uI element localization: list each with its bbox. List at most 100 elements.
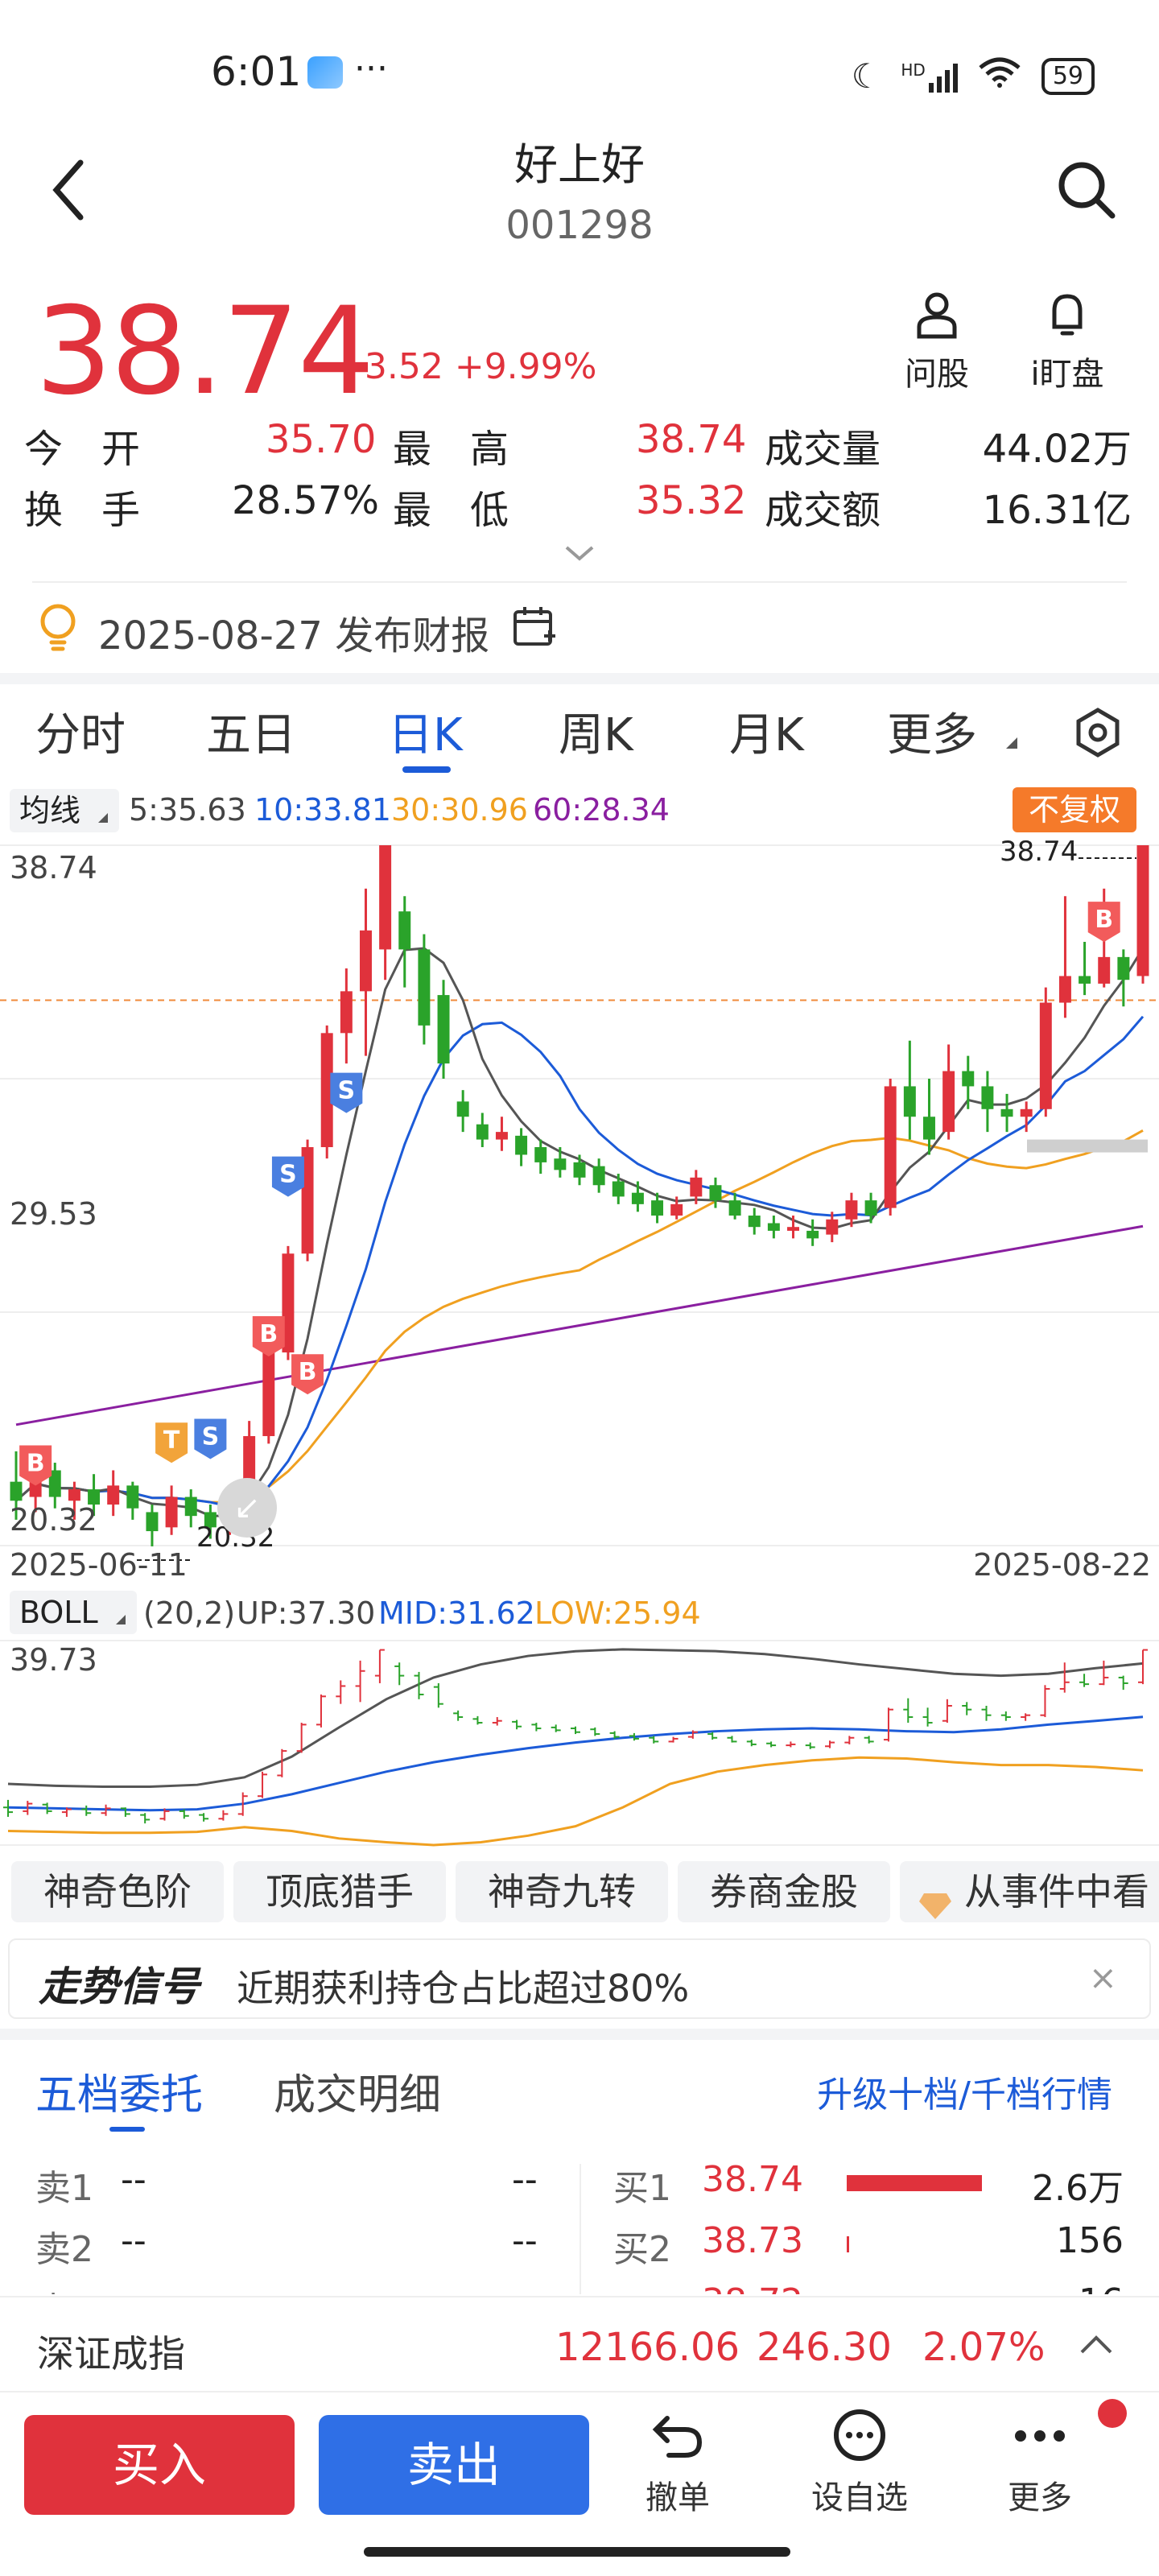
- adjust-toggle[interactable]: 不复权: [1013, 787, 1137, 832]
- signal-badge[interactable]: B: [1087, 902, 1120, 943]
- buy3-vol: 16: [1079, 2281, 1124, 2294]
- orderbook-divider: [580, 2164, 581, 2294]
- zoom-icon[interactable]: ↙: [217, 1478, 277, 1538]
- ma5-value: 5:35.63: [129, 792, 246, 828]
- candle: [923, 1117, 935, 1140]
- candle: [554, 1158, 567, 1170]
- chip-events[interactable]: 从事件中看: [900, 1861, 1159, 1922]
- signal-badge[interactable]: S: [0, 917, 9, 945]
- index-pct: 2.07%: [922, 2325, 1046, 2370]
- candle: [573, 1162, 586, 1178]
- chevron-up-icon[interactable]: [1079, 2333, 1114, 2359]
- indicator-triangle-icon: [115, 1615, 126, 1624]
- candle: [515, 1135, 528, 1155]
- candle: [592, 1166, 605, 1186]
- ask-stock-button[interactable]: 问股: [881, 290, 993, 394]
- more-button[interactable]: 更多: [984, 2407, 1096, 2518]
- signal-banner[interactable]: 走势信号 近期获利持仓占比超过80% ×: [8, 1938, 1151, 2019]
- tab-trade-details[interactable]: 成交明细: [274, 2071, 442, 2120]
- candlestick-chart[interactable]: BTSBBSSBS: [0, 837, 1159, 1594]
- candle: [962, 1071, 975, 1087]
- ma-selector[interactable]: 均线: [10, 789, 120, 832]
- candle: [126, 1485, 139, 1509]
- sell1-price: --: [121, 2159, 146, 2200]
- candle: [767, 1223, 780, 1231]
- back-icon[interactable]: [48, 158, 89, 225]
- add-watchlist-button[interactable]: 设自选: [803, 2407, 916, 2518]
- calendar-add-icon[interactable]: [512, 605, 557, 654]
- chip-color-scale[interactable]: 神奇色阶: [11, 1861, 224, 1922]
- candle: [787, 1227, 799, 1231]
- signal-badge[interactable]: S: [330, 1072, 363, 1113]
- expand-chevron-icon[interactable]: [563, 544, 596, 567]
- signal-badge[interactable]: B: [19, 1445, 52, 1486]
- tab-intraday[interactable]: 分时: [35, 709, 126, 762]
- candle: [476, 1124, 489, 1140]
- search-icon[interactable]: [1054, 158, 1119, 225]
- candle: [534, 1147, 547, 1162]
- candle: [690, 1177, 703, 1197]
- candle: [651, 1200, 664, 1216]
- candle: [10, 1481, 23, 1501]
- volume-value: 44.02万: [982, 427, 1132, 472]
- y-axis-label-bottom: 20.32: [10, 1502, 97, 1538]
- chip-top-bottom[interactable]: 顶底猎手: [233, 1861, 446, 1922]
- tab-five-level[interactable]: 五档委托: [35, 2071, 204, 2120]
- tab-more[interactable]: 更多: [887, 709, 977, 762]
- signal-badge[interactable]: B: [291, 1354, 324, 1395]
- index-bar[interactable]: 深证成指 12166.06 246.30 2.07%: [0, 2296, 1159, 2392]
- ma-selector-triangle-icon: [98, 813, 109, 823]
- boll-low-line: [7, 1756, 1144, 1847]
- candle: [748, 1216, 761, 1228]
- chip-broker-stocks[interactable]: 券商金股: [678, 1861, 890, 1922]
- tab-weekly-k[interactable]: 周K: [559, 709, 633, 762]
- buy-button[interactable]: 买入: [24, 2415, 295, 2515]
- candle: [456, 1101, 469, 1117]
- signal-badge[interactable]: S: [271, 1156, 304, 1197]
- candle: [709, 1185, 722, 1201]
- signal-badge[interactable]: B: [252, 1315, 285, 1356]
- tab-monthly-k[interactable]: 月K: [729, 709, 804, 762]
- candle: [826, 1219, 839, 1235]
- stock-code: 001298: [505, 203, 654, 248]
- signal-badge-text: T: [163, 1426, 180, 1455]
- sell3-label: 卖3: [35, 2281, 93, 2294]
- boll-chart[interactable]: [0, 1634, 1159, 1852]
- wifi-icon: [977, 56, 1022, 96]
- stock-name: 好上好: [514, 139, 645, 190]
- upgrade-link[interactable]: 升级十档/千档行情: [817, 2074, 1112, 2116]
- buy1-price: 38.74: [702, 2159, 803, 2200]
- sell-button[interactable]: 卖出: [319, 2415, 589, 2515]
- amount-value: 16.31亿: [982, 488, 1132, 533]
- settings-hexagon-icon[interactable]: [1072, 707, 1124, 762]
- close-icon[interactable]: ×: [1088, 1958, 1117, 1997]
- candle: [301, 1147, 314, 1254]
- orderbook-rows: 卖1 -- -- 卖2 -- -- 卖3 买1 38.74 2.6万 买2 38…: [0, 2141, 1159, 2294]
- candle: [1058, 976, 1071, 1003]
- cancel-order-label: 撤单: [645, 2479, 710, 2516]
- candle: [845, 1200, 858, 1220]
- watch-button[interactable]: i盯盘: [1011, 290, 1124, 394]
- ma-selector-label: 均线: [19, 793, 81, 828]
- open-value: 35.70: [266, 417, 377, 462]
- signal-badge[interactable]: T: [155, 1422, 188, 1463]
- tab-daily-k[interactable]: 日K: [388, 709, 463, 762]
- chip-nine-turn[interactable]: 神奇九转: [456, 1861, 668, 1922]
- bell-icon: [1052, 294, 1083, 336]
- status-time: 6:01: [211, 48, 302, 95]
- low-label: 最 低: [393, 488, 509, 533]
- candle: [806, 1230, 819, 1239]
- candle: [184, 1496, 197, 1517]
- indicator-selector[interactable]: BOLL: [10, 1591, 137, 1634]
- boll-params: (20,2): [143, 1596, 236, 1631]
- tab-five-day[interactable]: 五日: [206, 709, 296, 762]
- person-icon: [917, 292, 957, 339]
- undo-icon: [652, 2416, 703, 2458]
- more-dots-icon: [1015, 2430, 1065, 2442]
- cancel-order-button[interactable]: 撤单: [621, 2407, 734, 2518]
- candle: [340, 991, 353, 1034]
- candle: [398, 911, 411, 950]
- earnings-notice[interactable]: 2025-08-27 发布财报: [98, 613, 490, 658]
- signal-badge[interactable]: S: [194, 1418, 227, 1459]
- signal-badge-text: S: [0, 917, 9, 945]
